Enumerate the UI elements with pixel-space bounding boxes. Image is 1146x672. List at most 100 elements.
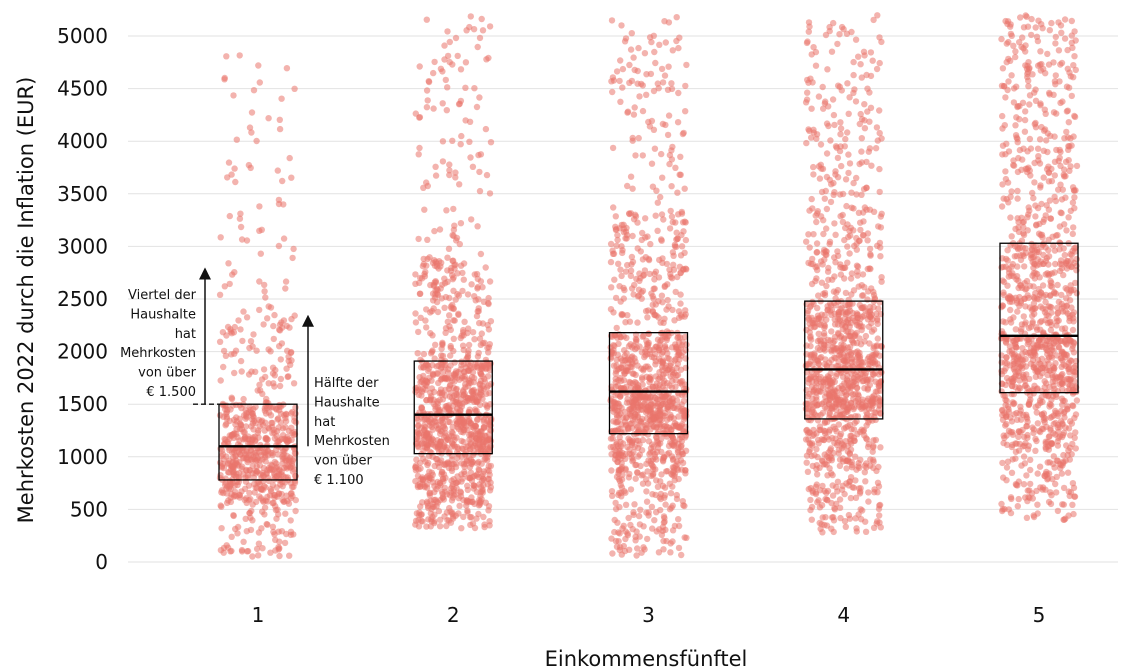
data-point	[452, 34, 460, 42]
y-tick-label: 5000	[57, 24, 108, 48]
data-point	[1034, 295, 1041, 302]
data-point	[255, 540, 263, 547]
data-point	[461, 318, 468, 325]
data-point	[673, 344, 680, 351]
data-point	[650, 415, 657, 422]
data-point	[807, 374, 814, 382]
data-point	[821, 361, 828, 368]
data-point	[661, 484, 669, 491]
data-point	[458, 525, 465, 532]
data-point	[817, 161, 824, 168]
data-point	[823, 205, 831, 213]
data-point	[638, 374, 646, 381]
data-point	[292, 419, 300, 426]
data-point	[846, 227, 853, 235]
data-point	[482, 125, 490, 133]
data-point	[624, 182, 631, 190]
data-point	[659, 393, 666, 400]
data-point	[634, 319, 641, 326]
data-point	[673, 495, 681, 503]
data-point	[479, 27, 487, 34]
data-point	[675, 544, 683, 552]
data-point	[1036, 397, 1044, 404]
data-point	[1033, 326, 1041, 333]
data-point	[805, 28, 812, 35]
data-point	[1022, 382, 1029, 389]
data-point	[467, 521, 474, 529]
data-point	[274, 493, 281, 500]
data-point	[435, 449, 443, 456]
data-point	[646, 350, 653, 358]
data-point	[443, 522, 450, 530]
data-point	[462, 451, 469, 459]
data-point	[629, 134, 636, 142]
data-point	[270, 335, 277, 343]
data-point	[470, 26, 478, 33]
data-point	[806, 360, 813, 368]
data-point	[681, 502, 688, 510]
data-point	[656, 415, 664, 422]
data-point	[821, 195, 828, 202]
data-point	[876, 107, 883, 114]
data-point	[618, 443, 625, 450]
data-point	[1065, 119, 1073, 126]
data-point	[629, 380, 636, 387]
data-point	[420, 350, 428, 358]
data-point	[477, 250, 485, 258]
data-point	[609, 550, 616, 557]
data-point	[831, 220, 838, 227]
data-point	[841, 396, 848, 403]
data-point	[452, 169, 459, 176]
data-point	[1032, 124, 1040, 131]
data-point	[617, 481, 624, 489]
data-point	[661, 72, 669, 79]
data-point	[815, 401, 823, 408]
data-point	[486, 518, 493, 525]
data-point	[818, 502, 826, 509]
data-point	[815, 360, 822, 367]
data-point	[453, 485, 460, 492]
data-point	[648, 460, 655, 468]
data-point	[804, 89, 811, 96]
data-point	[817, 213, 825, 220]
data-point	[436, 441, 443, 448]
data-point	[1058, 29, 1065, 36]
data-point	[623, 356, 630, 363]
data-point	[874, 12, 881, 19]
data-point	[1012, 122, 1019, 129]
data-point	[813, 393, 820, 401]
data-point	[444, 84, 451, 91]
data-point	[471, 500, 478, 508]
data-point	[999, 65, 1007, 72]
data-point	[259, 545, 266, 552]
data-point	[1012, 53, 1019, 61]
data-point	[423, 104, 431, 111]
data-point	[269, 429, 276, 437]
data-point	[640, 523, 647, 530]
data-point	[1002, 422, 1009, 429]
data-point	[856, 237, 863, 244]
data-point	[632, 461, 639, 469]
data-point	[821, 487, 828, 495]
data-point	[609, 88, 616, 96]
data-point	[831, 121, 838, 129]
data-point	[457, 220, 465, 227]
data-point	[453, 396, 460, 404]
data-point	[475, 466, 482, 473]
data-point	[244, 472, 252, 479]
data-point	[486, 23, 494, 30]
data-point	[238, 236, 246, 243]
data-point	[1054, 281, 1061, 289]
data-point	[237, 210, 244, 217]
data-point	[449, 61, 456, 68]
data-point	[255, 427, 262, 434]
data-point	[864, 85, 871, 92]
data-point	[999, 151, 1006, 158]
data-point	[864, 237, 871, 244]
data-point	[429, 426, 436, 433]
data-point	[651, 145, 659, 152]
data-point	[235, 473, 242, 481]
data-point	[1045, 61, 1053, 68]
data-point	[657, 193, 664, 201]
data-point	[821, 291, 829, 299]
